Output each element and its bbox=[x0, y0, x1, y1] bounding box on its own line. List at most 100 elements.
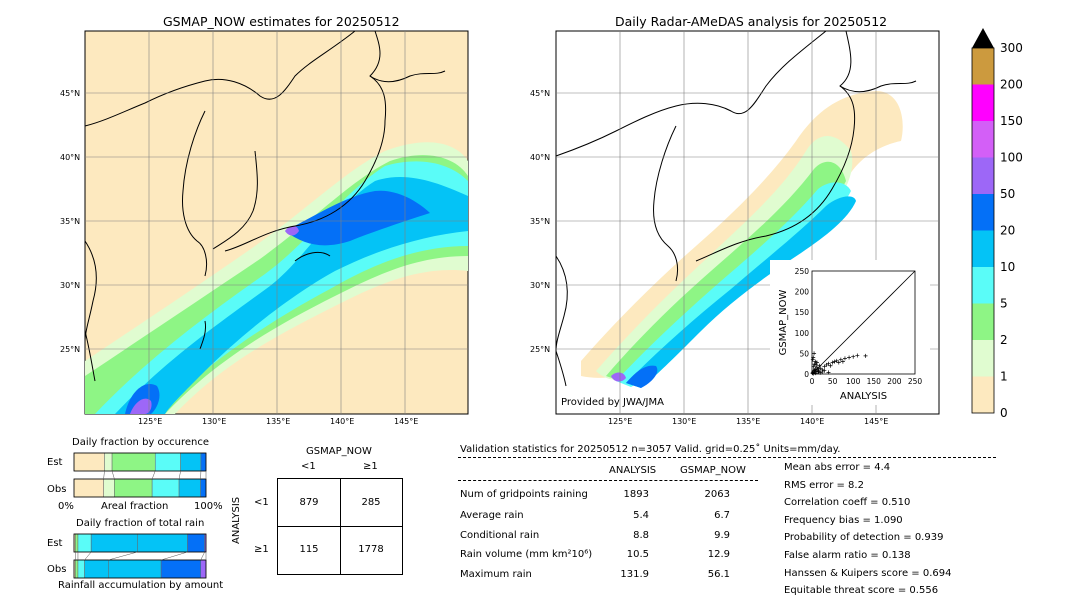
scatter-point bbox=[836, 360, 841, 365]
fraction-segment bbox=[187, 533, 205, 553]
scatter-point bbox=[812, 351, 817, 356]
colorbar-segment bbox=[972, 230, 994, 267]
scatter-point bbox=[811, 371, 816, 376]
fraction-segment bbox=[137, 533, 188, 553]
stat-analysis-value: 131.9 bbox=[620, 569, 649, 580]
colorbar: 0 1 2 5 10 20 50 100 150 200 300 bbox=[971, 28, 1023, 420]
scatter-point bbox=[816, 369, 821, 374]
rainfall-obs-label: Obs bbox=[47, 564, 67, 575]
scatter-point bbox=[811, 355, 816, 360]
scatter-point bbox=[863, 353, 868, 358]
right-lat-label: 30°N bbox=[530, 281, 551, 290]
colorbar-segment bbox=[972, 48, 994, 85]
left-lon-label: 130°E bbox=[202, 417, 227, 426]
validation-divider bbox=[458, 457, 996, 458]
fraction-segment bbox=[111, 452, 156, 472]
scatter-point bbox=[828, 363, 833, 368]
fraction-segment bbox=[200, 559, 207, 579]
occurrence-est-label: Est bbox=[47, 457, 63, 468]
stat-row-label: Rain volume (mm km²10⁶) bbox=[460, 549, 593, 560]
left-lon-label: 145°E bbox=[394, 417, 419, 426]
scatter-x-tick: 250 bbox=[908, 377, 923, 386]
score-line: Hanssen & Kuipers score = 0.694 bbox=[784, 567, 952, 579]
cell-c: 115 bbox=[299, 544, 319, 555]
scatter-point bbox=[816, 369, 821, 374]
occurrence-x-mid: Areal fraction bbox=[101, 501, 169, 512]
right-lon-label: 140°E bbox=[800, 417, 825, 426]
scatter-y-tick: 50 bbox=[799, 349, 809, 358]
col-analysis: ANALYSIS bbox=[609, 465, 657, 476]
colorbar-tick-label: 20 bbox=[1000, 224, 1015, 238]
stat-gsmap-value: 56.1 bbox=[707, 569, 730, 580]
scatter-x-tick: 200 bbox=[887, 377, 902, 386]
scatter-y-tick: 200 bbox=[795, 288, 810, 297]
stat-gsmap-value: 9.9 bbox=[714, 530, 730, 541]
fraction-segment bbox=[77, 533, 92, 553]
occurrence-x-right: 100% bbox=[194, 501, 223, 512]
score-line: RMS error = 8.2 bbox=[784, 479, 864, 491]
stat-row-label: Num of gridpoints raining bbox=[460, 489, 588, 500]
right-lat-label: 25°N bbox=[530, 345, 551, 354]
fraction-segment bbox=[90, 533, 138, 553]
scatter-y-tick: 0 bbox=[804, 370, 809, 379]
score-line: Correlation coeff = 0.510 bbox=[784, 497, 911, 509]
colorbar-tick-label: 10 bbox=[1000, 260, 1015, 274]
contingency-col-label: <1 bbox=[301, 461, 316, 472]
contingency-row-label: <1 bbox=[254, 497, 269, 508]
fraction-segment bbox=[114, 478, 153, 498]
left-lat-label: 45°N bbox=[60, 89, 81, 98]
left-lon-label: 135°E bbox=[266, 417, 291, 426]
right-lon-label: 130°E bbox=[672, 417, 697, 426]
fraction-segment bbox=[77, 559, 85, 579]
colorbar-tick-label: 300 bbox=[1000, 41, 1023, 55]
scatter-point bbox=[820, 369, 825, 374]
colorbar-tick-label: 5 bbox=[1000, 297, 1008, 311]
left-map-title: GSMAP_NOW estimates for 20250512 bbox=[163, 14, 400, 29]
left-lat-label: 35°N bbox=[60, 217, 81, 226]
scatter-point bbox=[822, 364, 827, 369]
contingency-col-label: ≥1 bbox=[363, 461, 378, 472]
contingency-table: 879 285 115 1778 bbox=[277, 478, 403, 575]
stat-gsmap-value: 6.7 bbox=[714, 510, 730, 521]
right-lon-label: 125°E bbox=[608, 417, 633, 426]
score-line: Equitable threat score = 0.556 bbox=[784, 585, 939, 597]
colorbar-tick-label: 1 bbox=[1000, 370, 1008, 384]
table-divider bbox=[458, 480, 758, 481]
fraction-segment bbox=[200, 452, 207, 472]
stat-gsmap-value: 12.9 bbox=[707, 549, 730, 560]
validation-header: Validation statistics for 20250512 n=305… bbox=[460, 444, 841, 455]
scatter-point bbox=[834, 358, 839, 363]
scatter-y-tick: 250 bbox=[795, 267, 810, 276]
fraction-segment bbox=[103, 478, 115, 498]
left-lat-label: 40°N bbox=[60, 153, 81, 162]
scatter-point bbox=[830, 360, 835, 365]
scatter-x-tick: 100 bbox=[846, 377, 861, 386]
left-lat-label: 25°N bbox=[60, 345, 81, 354]
left-lat-label: 30°N bbox=[60, 281, 81, 290]
fraction-segment bbox=[84, 559, 109, 579]
left-map bbox=[84, 30, 469, 415]
scatter-point bbox=[812, 367, 817, 372]
stat-analysis-value: 8.8 bbox=[633, 530, 649, 541]
contingency-row-header: ANALYSIS bbox=[231, 496, 242, 544]
colorbar-segment bbox=[972, 376, 994, 413]
scatter-point bbox=[838, 357, 843, 362]
cell-b: 285 bbox=[361, 497, 381, 508]
right-lon-label: 145°E bbox=[864, 417, 889, 426]
colorbar-tick-label: 100 bbox=[1000, 151, 1023, 165]
scatter-point bbox=[826, 370, 831, 375]
fraction-segment bbox=[200, 478, 207, 498]
colorbar-segment bbox=[972, 84, 994, 121]
score-line: Probability of detection = 0.939 bbox=[784, 532, 944, 544]
colorbar-segment bbox=[972, 303, 994, 340]
scatter-point bbox=[811, 364, 816, 369]
occurrence-obs-label: Obs bbox=[47, 484, 67, 495]
scatter-point bbox=[851, 354, 856, 359]
scatter-xlabel: ANALYSIS bbox=[840, 391, 887, 402]
scatter-point bbox=[847, 355, 852, 360]
scatter-point bbox=[855, 353, 860, 358]
scatter-point bbox=[813, 371, 818, 376]
right-lon-label: 135°E bbox=[736, 417, 761, 426]
contingency-col-header: GSMAP_NOW bbox=[306, 446, 372, 457]
fraction-segment bbox=[75, 559, 79, 579]
